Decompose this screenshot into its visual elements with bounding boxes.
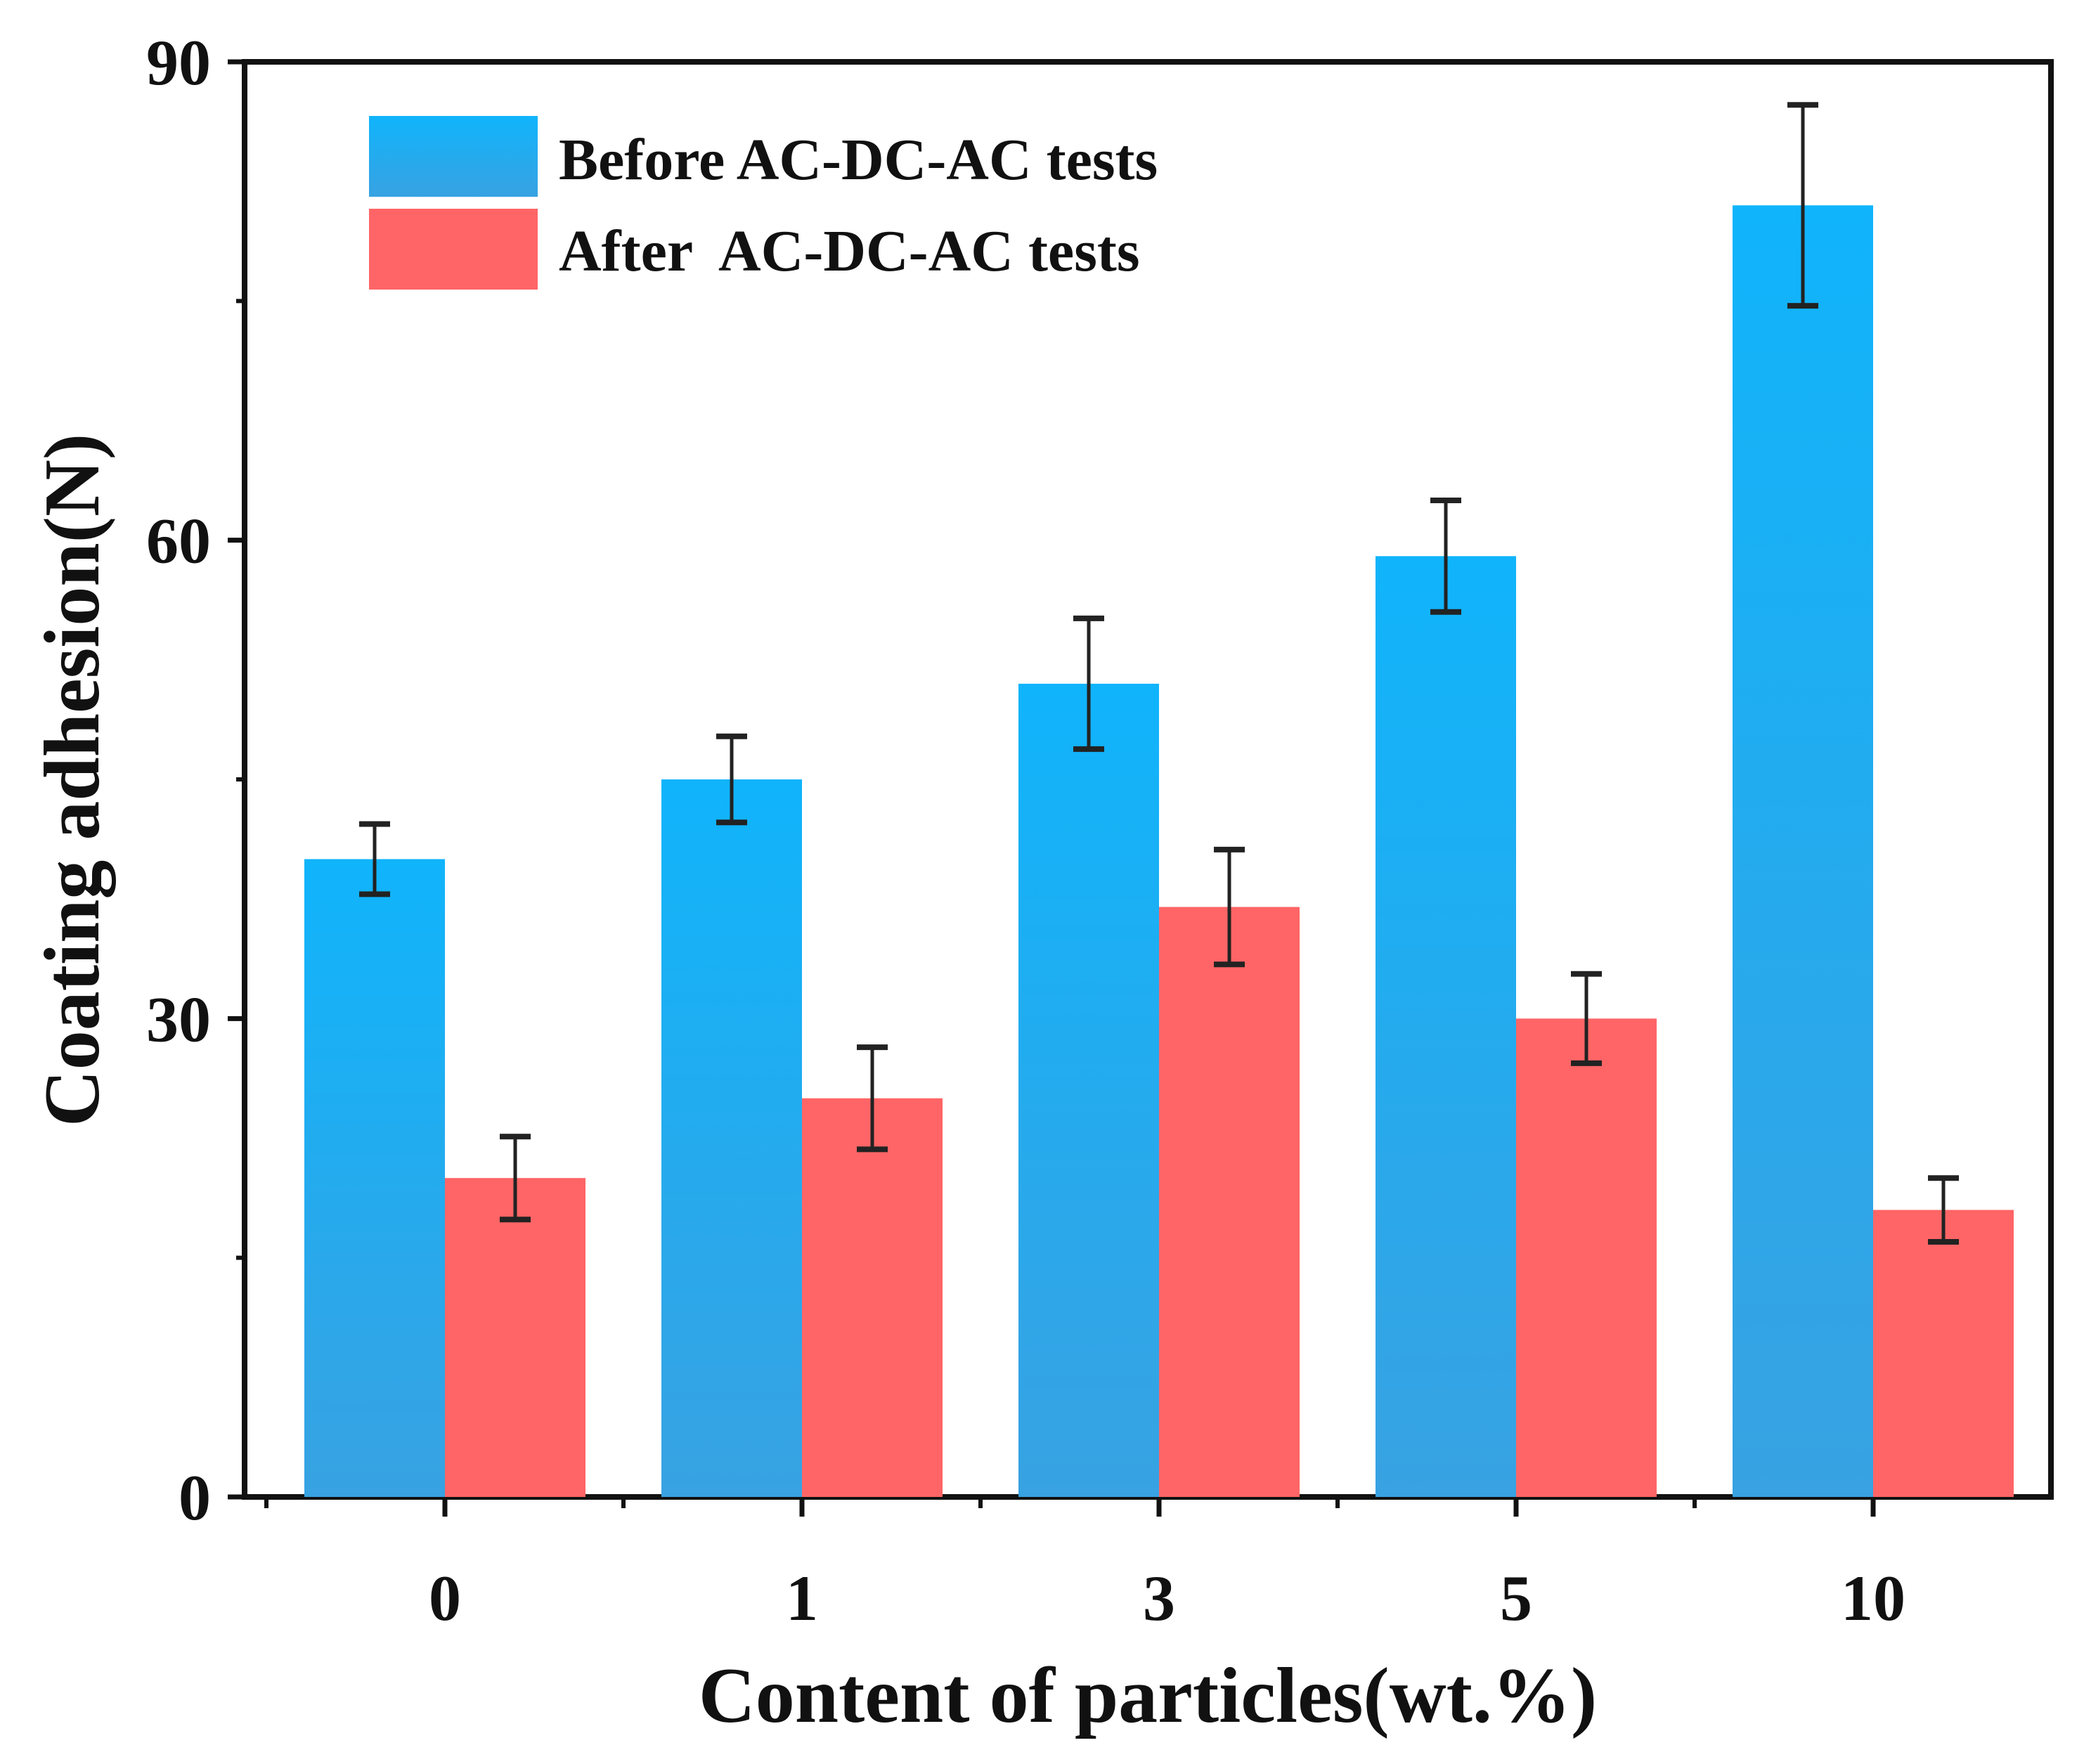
bar-after-0 <box>445 1178 585 1497</box>
legend: Before AC-DC-AC tests After AC-DC-AC tes… <box>369 116 1158 290</box>
y-tick-label: 90 <box>146 27 211 98</box>
error-bar-after-3 <box>1214 846 1245 968</box>
y-tick-label: 60 <box>146 505 211 577</box>
error-bar-before-3 <box>1073 615 1104 752</box>
bar-before-10 <box>1733 205 1873 1498</box>
y-axis-title: Coating adhesion(N) <box>29 434 116 1127</box>
x-axis-title: Content of particles(wt.%) <box>699 1652 1597 1739</box>
x-tick-label: 10 <box>1841 1562 1905 1634</box>
error-bars-layer <box>359 102 1959 1245</box>
y-tick-label: 0 <box>179 1462 211 1533</box>
x-tick-label: 1 <box>786 1562 818 1634</box>
bar-after-1 <box>802 1098 943 1497</box>
bar-before-1 <box>661 779 802 1497</box>
bar-before-3 <box>1018 683 1159 1497</box>
x-tick-label: 3 <box>1143 1562 1175 1634</box>
error-bar-after-10 <box>1928 1175 1959 1245</box>
y-tick-label: 30 <box>146 983 211 1055</box>
error-bar-after-0 <box>500 1134 531 1223</box>
legend-label-after: After AC-DC-AC tests <box>559 219 1140 284</box>
bar-before-5 <box>1376 556 1516 1498</box>
bar-after-10 <box>1873 1209 2014 1497</box>
error-bar-after-5 <box>1571 971 1602 1066</box>
bars-layer <box>304 205 2014 1498</box>
legend-swatch-before <box>369 116 538 197</box>
x-tick-label: 5 <box>1500 1562 1532 1634</box>
y-axis: 0 30 60 90 <box>146 27 247 1533</box>
error-bar-before-5 <box>1430 497 1461 615</box>
bar-after-3 <box>1159 907 1300 1497</box>
error-bar-after-1 <box>857 1044 888 1153</box>
x-tick-label: 0 <box>429 1562 461 1634</box>
x-axis: 0 1 3 5 10 <box>264 1497 1905 1634</box>
error-bar-before-1 <box>716 733 747 826</box>
error-bar-before-0 <box>359 821 390 897</box>
bar-after-5 <box>1516 1018 1657 1497</box>
error-bar-before-10 <box>1787 102 1818 309</box>
legend-label-before: Before AC-DC-AC tests <box>559 127 1158 193</box>
legend-swatch-after <box>369 209 538 290</box>
bar-before-0 <box>304 859 445 1497</box>
